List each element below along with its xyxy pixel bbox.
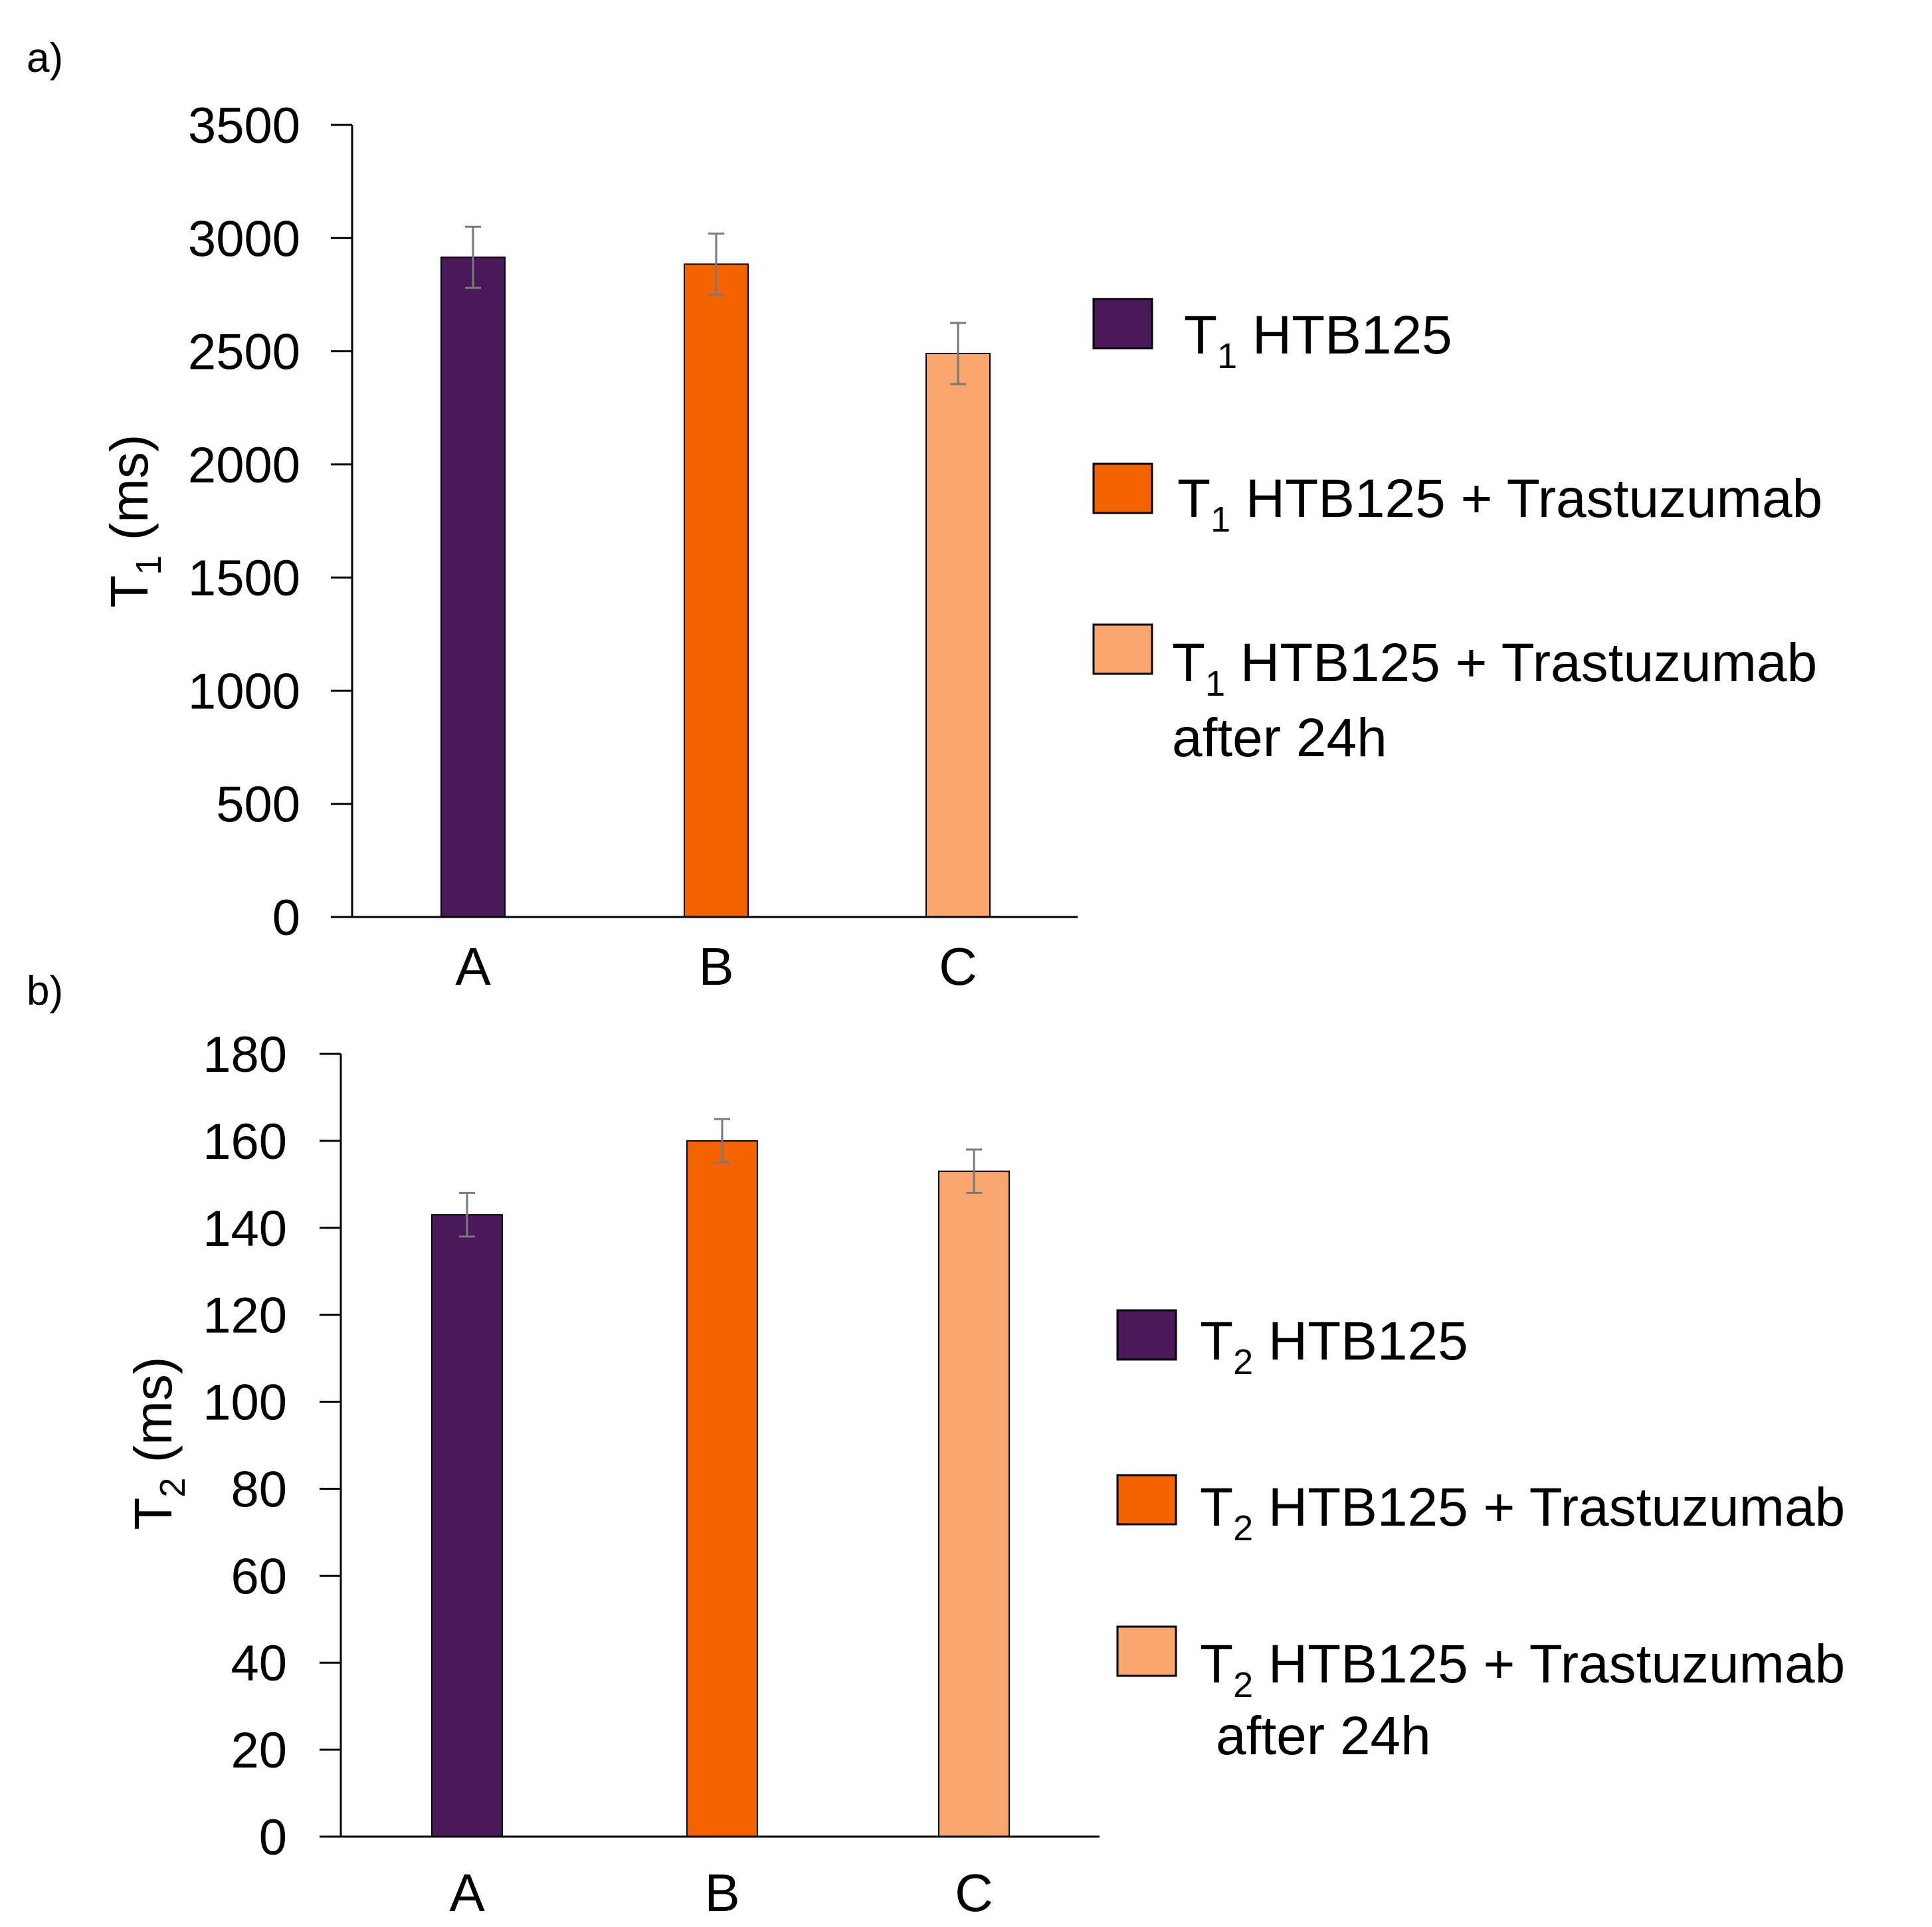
y-tick-label: 1500 [188, 550, 300, 607]
legend-label-text: HTB125 + Trastuzumab [1253, 1634, 1845, 1694]
x-category-label: C [955, 1863, 993, 1922]
legend-label-subscript: 1 [1217, 336, 1237, 376]
y-tick-label: 140 [203, 1201, 287, 1257]
y-tick-label: 60 [231, 1548, 287, 1605]
legend-label-subscript: 1 [1205, 664, 1225, 704]
y-tick-label: 0 [272, 890, 300, 946]
bar-C [925, 352, 991, 918]
y-tick-label: 80 [231, 1461, 287, 1518]
y-tick-label: 100 [203, 1375, 287, 1431]
legend-label-subscript: 1 [1210, 500, 1230, 540]
legend-label-line2: after 24h [1216, 1706, 1431, 1766]
x-category-label: A [455, 937, 491, 996]
legend-label-main: T [1184, 305, 1217, 365]
x-category-label: B [698, 937, 733, 996]
y-axis-title: T2 (ms) [124, 1356, 193, 1530]
x-category-label: A [449, 1863, 485, 1922]
legend-label-main: T [1177, 468, 1210, 529]
y-tick-label: 1000 [188, 663, 300, 720]
y-tick-label: 0 [259, 1809, 287, 1866]
bar-B [686, 1140, 758, 1837]
panel-label: b) [27, 968, 63, 1014]
legend-swatch [1116, 1309, 1177, 1361]
legend-label-main: T [1172, 633, 1205, 693]
y-tick-label: 2500 [188, 324, 300, 381]
bar-A [440, 256, 506, 918]
legend-swatch [1092, 298, 1153, 350]
y-tick-label: 180 [203, 1027, 287, 1083]
bar-B [684, 263, 749, 918]
x-category-label: C [939, 937, 977, 996]
legend-swatch [1092, 623, 1153, 675]
y-tick-label: 3000 [188, 211, 300, 267]
legend-label-text: HTB125 + Trastuzumab [1253, 1477, 1845, 1538]
x-category-label: B [704, 1863, 739, 1922]
legend-swatch [1116, 1474, 1177, 1526]
legend-label: T2 HTB125 [1200, 1311, 1468, 1382]
legend-label: T1 HTB125 + Trastuzumab [1172, 633, 1817, 704]
legend-label-subscript: 2 [1233, 1508, 1253, 1548]
legend-label-text: HTB125 + Trastuzumab [1225, 633, 1817, 693]
legend-label-subscript: 2 [1233, 1665, 1253, 1705]
legend-swatch [1116, 1625, 1177, 1677]
legend-label-main: T [1200, 1634, 1233, 1694]
y-axis-title: T1 (ms) [100, 434, 169, 607]
y-axis-title-units: (ms) [124, 1356, 183, 1477]
legend-label: T2 HTB125 + Trastuzumab [1200, 1477, 1845, 1548]
legend-label-text: HTB125 [1237, 305, 1452, 365]
panel-label: a) [27, 35, 63, 81]
y-axis-title-units: (ms) [100, 434, 159, 555]
y-axis-title-subscript: 1 [129, 556, 169, 575]
legend-label-subscript: 2 [1233, 1342, 1253, 1382]
bar-A [431, 1214, 503, 1837]
legend-label: T1 HTB125 + Trastuzumab [1177, 468, 1822, 540]
legend-label-main: T [1200, 1311, 1233, 1371]
y-tick-label: 2000 [188, 437, 300, 494]
y-tick-label: 160 [203, 1114, 287, 1170]
y-axis-title-main: T [124, 1498, 183, 1530]
y-axis-title-main: T [100, 575, 159, 608]
bar-C [938, 1170, 1010, 1837]
legend-swatch [1092, 462, 1153, 514]
legend-label-main: T [1200, 1477, 1233, 1538]
y-tick-label: 120 [203, 1288, 287, 1344]
legend-label: T1 HTB125 [1184, 305, 1452, 376]
y-tick-label: 500 [216, 777, 300, 833]
y-tick-label: 40 [231, 1635, 287, 1692]
y-axis-title-subscript: 2 [153, 1478, 193, 1498]
y-tick-label: 3500 [188, 98, 300, 154]
legend-label-text: HTB125 + Trastuzumab [1230, 468, 1822, 529]
y-tick-label: 20 [231, 1722, 287, 1779]
legend-label-text: HTB125 [1253, 1311, 1468, 1371]
legend-label-line2: after 24h [1172, 708, 1387, 768]
legend-label: T2 HTB125 + Trastuzumab [1200, 1634, 1845, 1705]
